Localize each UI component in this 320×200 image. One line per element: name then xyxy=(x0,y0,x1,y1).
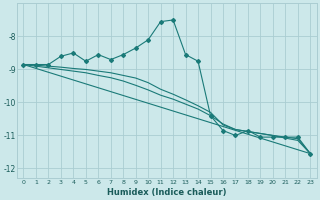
X-axis label: Humidex (Indice chaleur): Humidex (Indice chaleur) xyxy=(107,188,227,197)
